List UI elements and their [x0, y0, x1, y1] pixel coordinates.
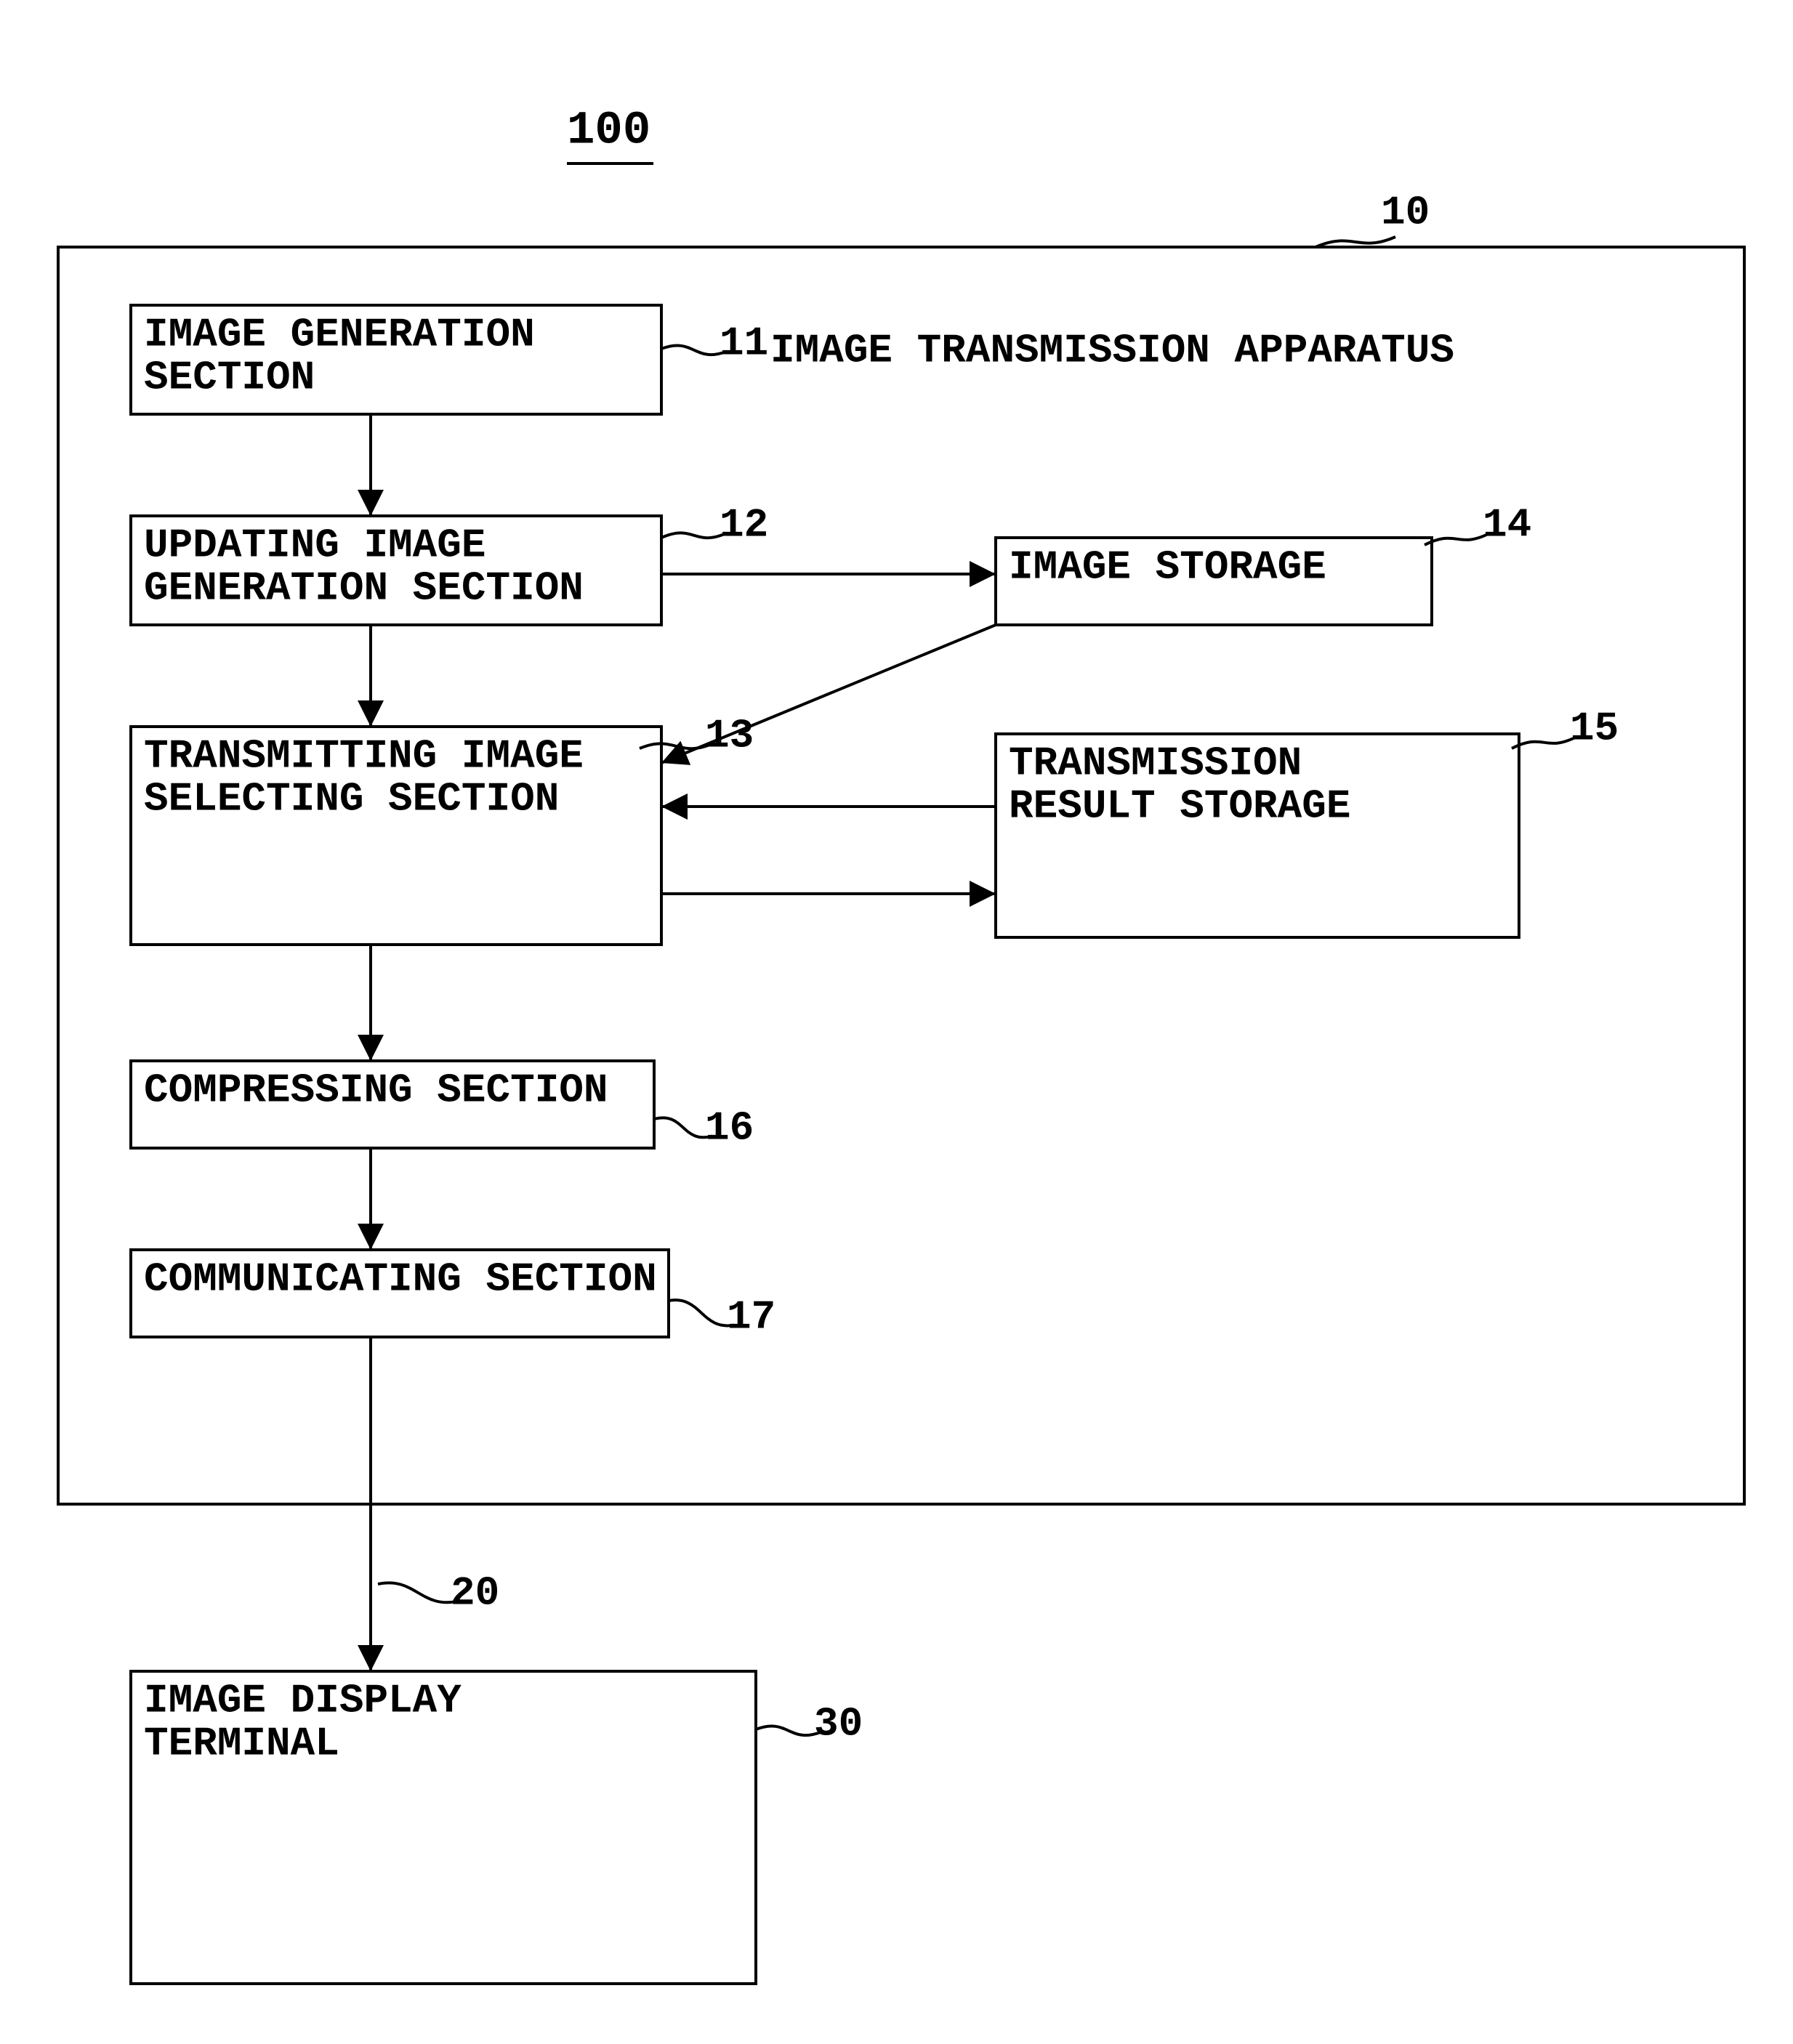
svg-text:UPDATING IMAGE: UPDATING IMAGE: [144, 522, 485, 569]
svg-text:20: 20: [451, 1570, 499, 1617]
svg-text:TERMINAL: TERMINAL: [144, 1720, 339, 1766]
svg-text:11: 11: [720, 320, 768, 367]
svg-text:RESULT STORAGE: RESULT STORAGE: [1009, 783, 1350, 829]
svg-text:TRANSMISSION: TRANSMISSION: [1009, 740, 1302, 787]
svg-text:IMAGE STORAGE: IMAGE STORAGE: [1009, 544, 1326, 591]
svg-text:COMMUNICATING SECTION: COMMUNICATING SECTION: [144, 1256, 657, 1303]
svg-text:SECTION: SECTION: [144, 354, 315, 400]
svg-text:12: 12: [720, 502, 768, 549]
svg-text:IMAGE GENERATION: IMAGE GENERATION: [144, 312, 535, 358]
svg-text:15: 15: [1570, 706, 1619, 752]
svg-text:GENERATION SECTION: GENERATION SECTION: [144, 565, 584, 611]
svg-text:16: 16: [705, 1105, 754, 1152]
svg-text:SELECTING SECTION: SELECTING SECTION: [144, 775, 559, 822]
svg-text:100: 100: [567, 105, 650, 158]
svg-text:30: 30: [814, 1701, 863, 1748]
svg-text:10: 10: [1381, 190, 1430, 236]
svg-text:TRANSMITTING IMAGE: TRANSMITTING IMAGE: [144, 733, 584, 780]
svg-text:14: 14: [1483, 502, 1531, 549]
svg-text:IMAGE DISPLAY: IMAGE DISPLAY: [144, 1678, 462, 1724]
svg-text:IMAGE TRANSMISSION APPARATUS: IMAGE TRANSMISSION APPARATUS: [770, 328, 1454, 374]
svg-text:17: 17: [727, 1294, 775, 1341]
flowchart-svg: 100 10 IMAGE TRANSMISSION APPARATUS IMAGE G…: [0, 0, 1793, 2044]
svg-text:COMPRESSING SECTION: COMPRESSING SECTION: [144, 1067, 608, 1114]
